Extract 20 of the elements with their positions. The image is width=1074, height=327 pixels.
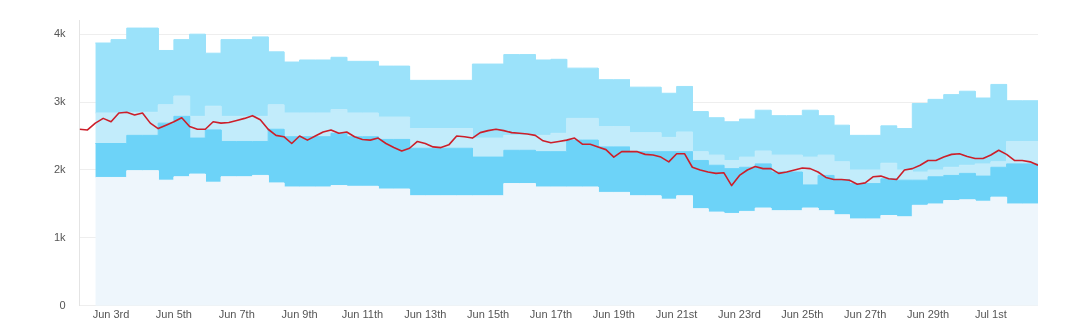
x-tick-label: Jun 25th [781, 308, 824, 321]
x-tick-label: Jun 21st [655, 308, 698, 321]
y-tick-label: 1k [53, 230, 67, 243]
x-tick-label: Jun 15th [467, 308, 510, 321]
x-tick-label: Jun 17th [529, 308, 573, 321]
x-tick-label: Jun 23rd [718, 308, 761, 321]
x-tick-label: Jun 11th [341, 308, 384, 321]
x-tick-label: Jun 7th [218, 308, 255, 321]
x-tick-label: Jul 1st [974, 308, 1007, 321]
y-tick-label: 0 [59, 298, 66, 311]
x-tick-label: Jun 3rd [92, 308, 130, 321]
x-tick-label: Jun 19th [592, 308, 635, 321]
y-tick-label: 4k [53, 27, 67, 40]
y-tick-label: 2k [53, 163, 67, 176]
x-tick-label: Jun 27th [844, 308, 887, 321]
x-tick-label: Jun 9th [281, 308, 318, 321]
y-tick-label: 3k [53, 95, 67, 108]
x-tick-label: Jun 5th [155, 308, 192, 321]
x-tick-label: Jun 13th [404, 308, 447, 321]
x-tick-label: Jun 29th [906, 308, 950, 321]
